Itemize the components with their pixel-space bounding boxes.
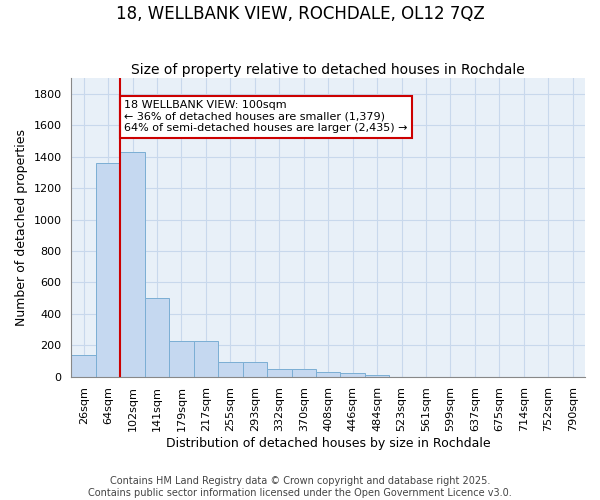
Bar [365, 375, 389, 376]
Bar [292, 368, 316, 376]
Bar [316, 372, 340, 376]
Bar [121, 152, 145, 376]
Text: 18 WELLBANK VIEW: 100sqm
← 36% of detached houses are smaller (1,379)
64% of sem: 18 WELLBANK VIEW: 100sqm ← 36% of detach… [124, 100, 407, 134]
Bar [340, 374, 365, 376]
Bar [218, 362, 242, 376]
Bar [96, 163, 121, 376]
Bar [169, 341, 194, 376]
Text: 18, WELLBANK VIEW, ROCHDALE, OL12 7QZ: 18, WELLBANK VIEW, ROCHDALE, OL12 7QZ [116, 5, 484, 23]
Bar [194, 341, 218, 376]
Title: Size of property relative to detached houses in Rochdale: Size of property relative to detached ho… [131, 63, 525, 77]
Bar [242, 362, 267, 376]
Bar [267, 368, 292, 376]
Text: Contains HM Land Registry data © Crown copyright and database right 2025.
Contai: Contains HM Land Registry data © Crown c… [88, 476, 512, 498]
Bar [145, 298, 169, 376]
Bar [71, 354, 96, 376]
X-axis label: Distribution of detached houses by size in Rochdale: Distribution of detached houses by size … [166, 437, 491, 450]
Y-axis label: Number of detached properties: Number of detached properties [15, 129, 28, 326]
